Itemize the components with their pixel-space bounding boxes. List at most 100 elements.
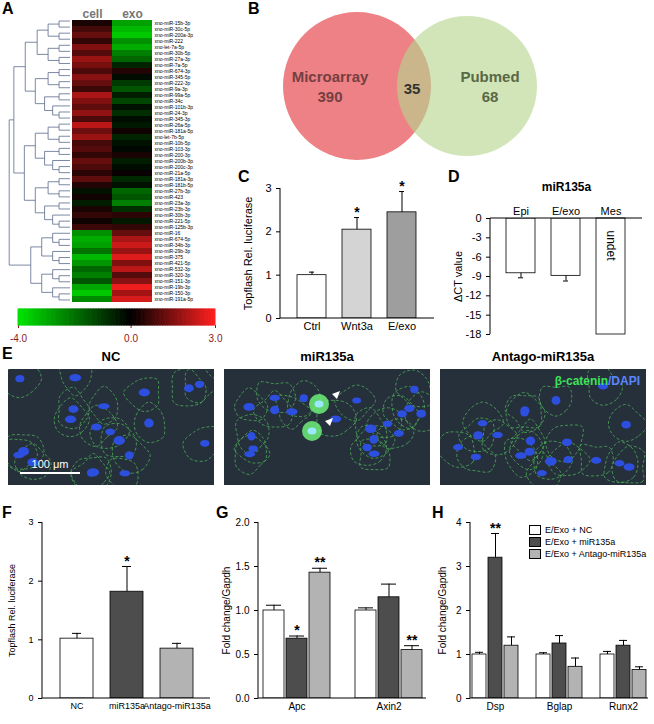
html-text:E: E [2, 345, 13, 362]
svg-text:xno-miR-200a-3p: xno-miR-200a-3p [154, 32, 194, 39]
svg-text:0: 0 [265, 312, 271, 324]
svg-text:Topflash Rel. luciferase: Topflash Rel. luciferase [242, 197, 254, 311]
svg-text:-6: -6 [472, 251, 482, 263]
svg-text:Topflash Rel. luciferase: Topflash Rel. luciferase [7, 564, 17, 657]
svg-text:3.0: 3.0 [209, 333, 223, 344]
svg-text:68: 68 [482, 88, 499, 105]
svg-text:2: 2 [456, 605, 462, 616]
svg-text:-4.0: -4.0 [10, 333, 28, 344]
svg-text:2.0: 2.0 [236, 517, 250, 528]
svg-text:xno-miR-26a-5p: xno-miR-26a-5p [154, 122, 191, 129]
svg-text:2: 2 [265, 225, 271, 237]
svg-text:undet: undet [604, 231, 618, 262]
html-text:NC: NC [101, 349, 121, 364]
svg-text:**: ** [407, 632, 418, 648]
svg-text:-12: -12 [466, 289, 482, 301]
svg-text:Wnt3a: Wnt3a [341, 320, 374, 332]
svg-text:**: ** [315, 554, 326, 570]
svg-text:xno-miR-222: xno-miR-222 [154, 38, 184, 45]
svg-text:Epi: Epi [513, 205, 529, 217]
svg-text:1.0: 1.0 [236, 605, 250, 616]
svg-text:xno-miR-24-3p: xno-miR-24-3p [154, 110, 188, 117]
svg-text:xno-miR-222-3p: xno-miR-222-3p [154, 80, 191, 87]
svg-text:Mes: Mes [601, 205, 622, 217]
svg-text:Axin2: Axin2 [376, 701, 401, 712]
svg-text:-9: -9 [472, 270, 482, 282]
svg-text:Microarray: Microarray [292, 68, 369, 85]
html-text:B: B [248, 0, 260, 17]
svg-text:0: 0 [456, 693, 462, 704]
svg-text:miR135a: miR135a [109, 701, 145, 711]
svg-text:β-catenin/DAPI: β-catenin/DAPI [555, 374, 640, 388]
svg-text:xno-let-7b-5p: xno-let-7b-5p [154, 134, 184, 141]
html-text:D: D [448, 168, 460, 185]
svg-text:Fold change/Gapdh: Fold change/Gapdh [437, 567, 448, 655]
html-text:E/Exo + NC: E/Exo + NC [545, 525, 593, 535]
svg-text:35: 35 [404, 80, 421, 97]
svg-text:Fold change/Gapdh: Fold change/Gapdh [221, 567, 232, 655]
svg-text:miR135a: miR135a [542, 180, 592, 194]
svg-text:xno-miR-99a-5p: xno-miR-99a-5p [154, 92, 191, 99]
svg-text:xno-miR-191a-5p: xno-miR-191a-5p [155, 296, 194, 302]
svg-text:**: ** [490, 520, 501, 536]
svg-text:2: 2 [28, 576, 33, 586]
svg-text:0.5: 0.5 [236, 649, 250, 660]
svg-text:xno-miR-7a-5p: xno-miR-7a-5p [154, 62, 188, 69]
svg-text:*: * [124, 553, 130, 569]
svg-text:cell: cell [82, 7, 102, 21]
html-text:H: H [432, 504, 444, 521]
svg-text:-18: -18 [466, 328, 482, 340]
svg-text:3: 3 [456, 561, 462, 572]
html-text:F: F [2, 504, 12, 521]
html-text:E/Exo + miR135a: E/Exo + miR135a [545, 537, 616, 547]
svg-text:xno-miR-345-3p: xno-miR-345-3p [154, 116, 191, 123]
svg-text:xno-miR-34c: xno-miR-34c [154, 98, 183, 105]
svg-text:1: 1 [456, 649, 462, 660]
svg-text:xno-miR-9a-3p: xno-miR-9a-3p [154, 86, 188, 93]
svg-text:1.5: 1.5 [236, 561, 250, 572]
svg-text:-3: -3 [472, 231, 482, 243]
svg-text:xno-miR-30c-5p: xno-miR-30c-5p [154, 26, 191, 33]
html-text:A: A [2, 0, 14, 17]
svg-text:*: * [399, 178, 405, 194]
html-text:G: G [216, 504, 229, 521]
svg-text:3: 3 [265, 182, 271, 194]
svg-text:NC: NC [71, 701, 84, 711]
svg-text:E/exo: E/exo [552, 205, 580, 217]
svg-text:Runx2: Runx2 [609, 701, 638, 712]
svg-text:-15: -15 [466, 309, 482, 321]
svg-text:xno-miR-30b-5p: xno-miR-30b-5p [154, 50, 191, 57]
svg-text:100 μm: 100 μm [32, 458, 69, 470]
svg-text:xno-miR-15b-3p: xno-miR-15b-3p [154, 20, 191, 27]
svg-text:Antago-miR135a: Antago-miR135a [143, 701, 211, 711]
svg-text:*: * [294, 622, 300, 638]
html-text:miR135a: miR135a [300, 349, 354, 364]
html-text:E/Exo + Antago-miR135a: E/Exo + Antago-miR135a [545, 549, 647, 559]
svg-text:*: * [354, 204, 360, 220]
svg-text:Dsp: Dsp [487, 701, 505, 712]
svg-text:1: 1 [28, 635, 33, 645]
svg-text:E/exo: E/exo [388, 320, 416, 332]
svg-text:xno-let-7a-5p: xno-let-7a-5p [154, 44, 184, 51]
svg-text:4: 4 [456, 517, 462, 528]
svg-text:0: 0 [28, 693, 33, 703]
svg-text:xno-miR-674-3p: xno-miR-674-3p [154, 68, 191, 75]
svg-text:xno-miR-27a-3p: xno-miR-27a-3p [154, 56, 191, 63]
svg-text:Bglap: Bglap [547, 701, 573, 712]
svg-text:xno-miR-345-5p: xno-miR-345-5p [154, 74, 191, 81]
svg-text:exo: exo [122, 7, 143, 21]
svg-text:ΔCT value: ΔCT value [452, 251, 464, 302]
svg-text:0.0: 0.0 [124, 333, 138, 344]
svg-text:xno-miR-101b-3p: xno-miR-101b-3p [154, 104, 194, 111]
svg-text:390: 390 [317, 88, 342, 105]
svg-text:0.0: 0.0 [236, 693, 250, 704]
svg-text:Apc: Apc [288, 701, 305, 712]
svg-text:xno-miR-181a-5p: xno-miR-181a-5p [154, 128, 194, 135]
html-text:C: C [238, 168, 250, 185]
svg-text:1: 1 [265, 269, 271, 281]
svg-text:0: 0 [475, 212, 481, 224]
svg-text:Ctrl: Ctrl [303, 320, 320, 332]
html-text:Antago-miR135a: Antago-miR135a [491, 349, 595, 364]
svg-text:3: 3 [28, 517, 33, 527]
svg-text:Pubmed: Pubmed [460, 68, 519, 85]
